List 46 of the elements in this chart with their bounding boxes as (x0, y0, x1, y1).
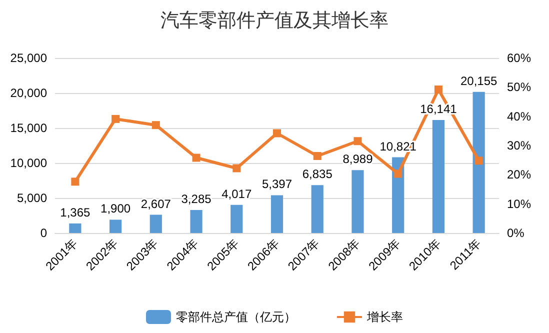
y-tick-label: 15,000 (10, 121, 48, 135)
bar (352, 170, 364, 233)
point (394, 170, 402, 178)
bar (311, 185, 324, 233)
point (474, 156, 483, 165)
data-label: 4,017 (222, 186, 252, 201)
point (354, 137, 362, 146)
legend-label: 增长率 (366, 310, 403, 324)
y2-tick-label: 60% (507, 51, 532, 65)
bar (270, 195, 284, 233)
bar (150, 214, 162, 233)
y2-tick-label: 10% (507, 196, 532, 211)
data-label: 20,155 (460, 74, 498, 88)
data-label: 8,989 (342, 152, 374, 166)
point (152, 121, 160, 130)
bar (190, 210, 202, 233)
data-label: 6,835 (302, 167, 333, 182)
point (112, 114, 120, 123)
bar (69, 223, 82, 233)
data-label: 3,285 (181, 192, 212, 206)
data-label: 1,900 (100, 202, 131, 216)
y2-tick-label: 0% (507, 226, 525, 240)
chart-title: 汽车零部件产值及其增长率 (160, 10, 388, 32)
y2-tick-label: 20% (507, 168, 532, 182)
point (232, 164, 241, 172)
data-label: 1,365 (60, 205, 91, 220)
point (192, 154, 200, 162)
y2-tick-label: 50% (507, 80, 532, 94)
y-tick-label: 0 (40, 226, 48, 240)
point (313, 152, 322, 160)
legend-label: 零部件总产值（亿元） (176, 310, 296, 324)
y-tick-label: 10,000 (10, 156, 48, 170)
point (71, 178, 80, 186)
data-label: 2,607 (140, 196, 172, 211)
y2-tick-label: 40% (507, 109, 532, 124)
y-tick-label: 5,000 (16, 191, 48, 205)
y-tick-label: 25,000 (10, 51, 48, 65)
data-label: 5,397 (262, 177, 292, 192)
bar (109, 220, 122, 233)
bar (472, 92, 485, 233)
point (273, 129, 281, 138)
point (434, 86, 442, 94)
y2-tick-label: 30% (507, 138, 532, 152)
bar (432, 120, 445, 233)
bar (230, 204, 243, 233)
y-tick-label: 20,000 (10, 86, 48, 100)
